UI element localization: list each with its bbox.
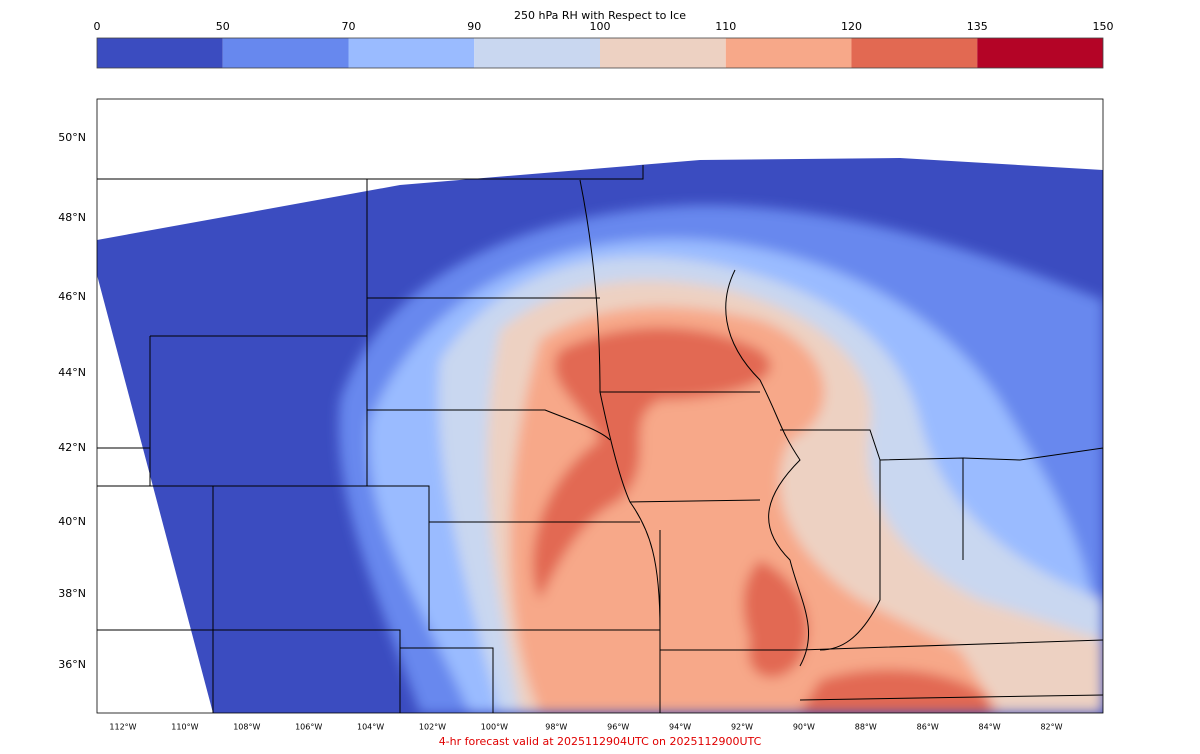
colorbar-segment: [222, 38, 349, 68]
longitude-label: 96°W: [607, 723, 629, 732]
latitude-label: 50°N: [58, 131, 86, 144]
colorbar-frame: [96, 37, 1104, 69]
footer: 4-hr forecast valid at 2025112904UTC on …: [439, 735, 762, 748]
longitude-label: 102°W: [419, 723, 446, 732]
latitude-label: 44°N: [58, 366, 86, 379]
latitude-label: 42°N: [58, 441, 86, 454]
latitude-axis: 50°N 48°N 46°N 44°N 42°N 40°N 38°N 36°N: [58, 131, 86, 671]
longitude-label: 104°W: [357, 723, 384, 732]
longitude-label: 84°W: [979, 723, 1001, 732]
state-borders: [97, 165, 1103, 713]
colorbar-segment: [97, 38, 223, 68]
colorbar-segment: [977, 38, 1103, 68]
longitude-label: 82°W: [1040, 723, 1062, 732]
latitude-label: 40°N: [58, 515, 86, 528]
colorbar-segment: [600, 38, 726, 68]
map-field: [97, 158, 1103, 713]
colorbar-segment: [851, 38, 978, 68]
longitude-label: 106°W: [295, 723, 322, 732]
longitude-label: 110°W: [171, 723, 198, 732]
latitude-label: 46°N: [58, 290, 86, 303]
colorbar-title: 250 hPa RH with Respect to Ice: [514, 9, 686, 22]
colorbar-tick-label: 110: [715, 20, 736, 33]
longitude-label: 86°W: [917, 723, 939, 732]
longitude-label: 88°W: [855, 723, 877, 732]
longitude-label: 92°W: [731, 723, 753, 732]
longitude-label: 100°W: [481, 723, 508, 732]
longitude-label: 90°W: [793, 723, 815, 732]
longitude-label: 108°W: [233, 723, 260, 732]
colorbar-segment: [474, 38, 600, 68]
colorbar-segment: [725, 38, 852, 68]
field-contours: [338, 205, 1103, 713]
latitude-label: 36°N: [58, 658, 86, 671]
colorbar-tick-label: 150: [1093, 20, 1114, 33]
colorbar-tick-label: 120: [841, 20, 862, 33]
map-frame: [96, 98, 1104, 714]
latitude-label: 48°N: [58, 211, 86, 224]
longitude-label: 112°W: [109, 723, 136, 732]
colorbar-tick-label: 50: [216, 20, 230, 33]
colorbar-tick-label: 90: [467, 20, 481, 33]
longitude-label: 98°W: [545, 723, 567, 732]
colorbar-tick-label: 135: [967, 20, 988, 33]
colorbar-tick-label: 0: [94, 20, 101, 33]
colorbar-segment: [348, 38, 475, 68]
colorbar-tick-label: 70: [342, 20, 356, 33]
longitude-label: 94°W: [669, 723, 691, 732]
colorbar-tick-label: 100: [590, 20, 611, 33]
longitude-axis: 112°W 110°W 108°W 106°W 104°W 102°W 100°W 98°W 9…: [109, 723, 1062, 732]
latitude-label: 38°N: [58, 587, 86, 600]
colorbar: 0 50 70 90 100 110 120 135 150: [94, 20, 1114, 69]
